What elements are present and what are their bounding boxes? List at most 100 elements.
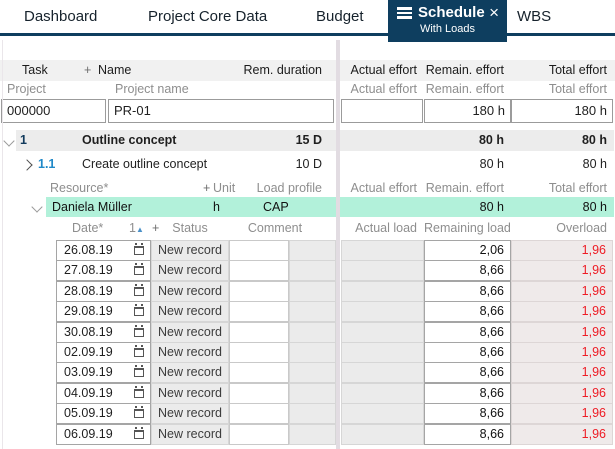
col-load-profile[interactable]: Load profile	[256, 181, 322, 195]
menu-icon[interactable]	[397, 7, 412, 19]
task-row-1-1[interactable]: 1.1 Create outline concept 10 D 80 h 80 …	[0, 154, 615, 175]
tab-schedule[interactable]: Schedule × With Loads	[388, 0, 507, 42]
status-cell: New record	[151, 362, 229, 384]
actual-load-cell	[341, 423, 424, 445]
expand-icon[interactable]	[21, 159, 33, 171]
actual-load-cell	[341, 403, 424, 425]
resource-row-selected[interactable]: Daniela Müller h CAP 80 h 80 h	[0, 197, 615, 217]
remaining-load-cell[interactable]: 8,66	[424, 301, 511, 323]
task-remain-effort: 80 h	[479, 157, 504, 171]
col-comment[interactable]: Comment	[247, 221, 303, 235]
tab-wbs[interactable]: WBS	[517, 8, 552, 25]
add-column-icon[interactable]: +	[152, 221, 160, 235]
comment-cell[interactable]	[229, 321, 289, 343]
filler-cell	[289, 382, 336, 404]
comment-cell[interactable]	[229, 382, 289, 404]
comment-cell[interactable]	[229, 362, 289, 384]
remaining-load-cell[interactable]: 8,66	[424, 423, 511, 445]
col-date[interactable]: Date*	[72, 221, 104, 235]
filler-cell	[289, 362, 336, 384]
task-row-1[interactable]: 1 Outline concept 15 D 80 h 80 h	[0, 130, 615, 151]
date-cell[interactable]: 26.08.19	[56, 240, 151, 261]
overload-cell: 1,96	[511, 342, 613, 363]
col-resource[interactable]: Resource*	[50, 181, 109, 195]
comment-cell[interactable]	[229, 260, 289, 282]
tab-bar: Dashboard Project Core Data Budget WBS	[0, 0, 615, 36]
remaining-load-cell[interactable]: 8,66	[424, 362, 511, 384]
project-remain-effort-field[interactable]: 180 h	[424, 99, 511, 123]
date-cell[interactable]: 02.09.19	[56, 342, 151, 363]
remaining-load-cell[interactable]: 8,66	[424, 321, 511, 343]
date-cell[interactable]: 05.09.19	[56, 403, 151, 425]
comment-cell[interactable]	[229, 423, 289, 445]
date-cell[interactable]: 28.08.19	[56, 280, 151, 302]
row-stripe	[16, 130, 614, 151]
calendar-icon[interactable]	[134, 283, 144, 296]
comment-cell[interactable]	[229, 403, 289, 425]
calendar-icon[interactable]	[134, 365, 144, 378]
sort-indicator[interactable]: 1▲	[129, 219, 144, 239]
panel-left-edge	[2, 40, 3, 449]
col-status[interactable]: Status	[172, 221, 208, 235]
date-cell[interactable]: 06.09.19	[56, 423, 151, 445]
calendar-icon[interactable]	[134, 406, 144, 419]
comment-cell[interactable]	[229, 280, 289, 302]
tab-budget[interactable]: Budget	[316, 8, 364, 25]
calendar-icon[interactable]	[134, 324, 144, 337]
date-cell[interactable]: 04.09.19	[56, 382, 151, 404]
remaining-load-cell[interactable]: 8,66	[424, 342, 511, 363]
calendar-icon[interactable]	[134, 304, 144, 317]
panel-divider[interactable]	[336, 40, 340, 449]
remaining-load-cell[interactable]: 8,66	[424, 280, 511, 302]
col-task[interactable]: Task	[22, 63, 48, 77]
col-actual-effort[interactable]: Actual effort	[350, 63, 417, 77]
date-cell[interactable]: 30.08.19	[56, 321, 151, 343]
load-row: 06.09.19 New record 8,66 1,96	[0, 423, 615, 445]
calendar-icon[interactable]	[134, 243, 144, 255]
project-total-effort-field[interactable]: 180 h	[511, 99, 613, 123]
filler-cell	[289, 403, 336, 425]
col-remaining-load[interactable]: Remaining load	[424, 221, 511, 235]
project-actual-effort-field[interactable]	[341, 99, 423, 123]
date-value: 05.09.19	[64, 406, 113, 421]
col-total-effort[interactable]: Total effort	[548, 63, 607, 77]
collapse-icon[interactable]	[3, 135, 15, 147]
overload-cell: 1,96	[511, 423, 613, 445]
task-total-effort: 80 h	[582, 157, 607, 171]
remaining-load-cell[interactable]: 2,06	[424, 240, 511, 261]
calendar-icon[interactable]	[134, 345, 144, 357]
status-cell: New record	[151, 260, 229, 282]
calendar-icon[interactable]	[134, 426, 144, 439]
remaining-load-cell[interactable]: 8,66	[424, 260, 511, 282]
calendar-icon[interactable]	[134, 385, 144, 398]
comment-cell[interactable]	[229, 301, 289, 323]
calendar-icon[interactable]	[134, 263, 144, 276]
col-rem-duration[interactable]: Rem. duration	[243, 63, 322, 77]
overload-cell: 1,96	[511, 301, 613, 323]
tab-dashboard[interactable]: Dashboard	[24, 8, 98, 25]
filler-cell	[289, 423, 336, 445]
col-overload[interactable]: Overload	[556, 221, 607, 235]
remaining-load-cell[interactable]: 8,66	[424, 403, 511, 425]
comment-cell[interactable]	[229, 240, 289, 261]
date-cell[interactable]: 29.08.19	[56, 301, 151, 323]
add-column-icon[interactable]: +	[84, 63, 92, 77]
resource-unit: h	[213, 200, 220, 214]
add-column-icon[interactable]: +	[203, 181, 211, 195]
col-unit[interactable]: Unit	[213, 181, 236, 195]
load-header-row: Date* 1▲ + Status Comment Actual load Re…	[0, 219, 615, 237]
col-remain-effort[interactable]: Remain. effort	[425, 63, 504, 77]
project-id-field[interactable]: 000000	[1, 99, 106, 123]
col-actual-load[interactable]: Actual load	[355, 221, 417, 235]
remaining-load-cell[interactable]: 8,66	[424, 382, 511, 404]
tab-project-core-data[interactable]: Project Core Data	[148, 8, 268, 25]
close-icon[interactable]: ×	[489, 3, 499, 22]
project-name-field[interactable]: PR-01	[108, 99, 334, 123]
resource-total-effort: 80 h	[582, 200, 607, 214]
col-name[interactable]: Name	[98, 63, 132, 77]
date-cell[interactable]: 27.08.19	[56, 260, 151, 282]
date-cell[interactable]: 03.09.19	[56, 362, 151, 384]
overload-cell: 1,96	[511, 280, 613, 302]
comment-cell[interactable]	[229, 342, 289, 363]
collapse-icon[interactable]	[31, 201, 43, 213]
